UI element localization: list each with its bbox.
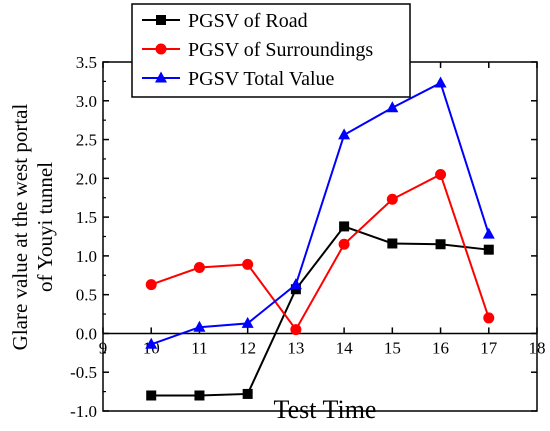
x-tick-label: 15 — [384, 338, 401, 357]
series-line — [151, 225, 489, 397]
legend-label: PGSV of Surroundings — [188, 39, 373, 61]
x-tick-label: 16 — [432, 338, 449, 357]
y-tick-label: 2.0 — [76, 169, 97, 188]
x-tick-label: 14 — [336, 338, 354, 357]
data-point — [242, 388, 253, 399]
series-line — [150, 81, 490, 346]
y-tick-label: 0.0 — [76, 324, 97, 343]
data-point — [435, 168, 447, 180]
plot-frame — [102, 61, 538, 412]
data-point — [241, 316, 254, 328]
legend-marker — [155, 43, 167, 55]
y-tick-label: 1.0 — [76, 247, 97, 266]
series-3 — [145, 76, 495, 349]
plot-area: -1.0-0.50.00.51.01.52.02.53.03.591011121… — [70, 3, 546, 421]
data-point — [146, 390, 157, 401]
data-point — [145, 337, 158, 349]
data-point — [338, 238, 350, 250]
data-point — [145, 279, 157, 291]
data-point — [290, 284, 301, 295]
y-tick-label: 3.0 — [76, 92, 97, 111]
x-axis-label: Test Time — [274, 395, 377, 424]
series-1 — [146, 221, 494, 401]
data-point — [289, 278, 302, 290]
data-point — [435, 239, 446, 250]
data-point — [483, 244, 494, 255]
y-tick-label: 1.5 — [76, 208, 97, 227]
data-point — [242, 258, 254, 270]
data-point — [386, 193, 398, 205]
y-axis-label-line2: of Youyi tunnel — [33, 162, 57, 292]
y-axis-label-line1: Glare value at the west portal — [8, 104, 32, 351]
x-tick-label: 13 — [287, 338, 304, 357]
x-tick-label: 17 — [480, 338, 498, 357]
data-point — [338, 128, 351, 140]
x-tick-label: 12 — [239, 338, 256, 357]
data-point — [193, 320, 206, 332]
data-point — [193, 262, 205, 274]
legend-label: PGSV of Road — [188, 10, 308, 32]
data-point — [482, 227, 495, 239]
data-point — [290, 324, 302, 336]
data-point — [386, 101, 399, 113]
legend-marker — [156, 15, 166, 25]
y-tick-label: 0.5 — [76, 286, 97, 305]
data-point — [434, 76, 447, 88]
data-point — [194, 390, 205, 401]
y-tick-label: -1.0 — [70, 402, 97, 421]
series-2 — [145, 168, 495, 336]
legend-marker — [155, 71, 167, 83]
x-tick-label: 18 — [529, 338, 546, 357]
data-point — [387, 238, 398, 249]
data-point — [339, 221, 350, 232]
legend: PGSV of Road PGSV of Surroundings PGSV Tot… — [131, 3, 411, 98]
series-line — [150, 173, 490, 332]
y-tick-label: 2.5 — [76, 131, 97, 150]
y-tick-label: -0.5 — [70, 363, 97, 382]
data-point — [483, 312, 495, 324]
legend-label: PGSV Total Value — [188, 68, 335, 90]
x-tick-label: 11 — [191, 338, 207, 357]
y-tick-label: 3.5 — [76, 53, 97, 72]
x-tick-label: 9 — [99, 338, 108, 357]
